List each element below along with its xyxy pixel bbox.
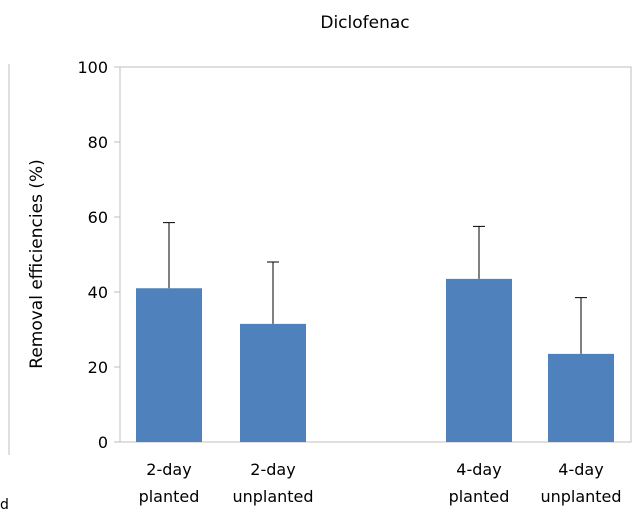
plot-area [119,66,632,443]
x-axis-labels: 2-day planted 2-day unplanted 4-day planted 4-… [139,460,622,506]
x-tick-label-line2: unplanted [540,487,621,506]
x-tick-label-line1: 2-day [146,460,191,479]
y-tick-label: 80 [88,133,108,152]
y-axis-label: Removal efficiencies (%) [27,159,47,368]
bar [240,323,306,442]
neighbor-panel-text: d [0,497,9,513]
bar [136,288,202,442]
y-axis: 0 20 40 60 80 100 [77,58,120,452]
bar [548,353,614,442]
bars [136,278,614,442]
error-bars [163,222,587,354]
chart-title: Diclofenac [320,13,409,33]
y-tick-label: 0 [98,433,108,452]
y-tick-label: 100 [77,58,108,77]
y-tick-label: 20 [88,358,108,377]
y-tick-label: 60 [88,208,108,227]
y-tick-label: 40 [88,283,108,302]
x-tick-label-line2: unplanted [232,487,313,506]
x-tick-label-line2: planted [139,487,200,506]
x-tick-label-line1: 2-day [250,460,295,479]
bar [446,278,512,442]
x-tick-label-line1: 4-day [558,460,603,479]
x-tick-label-line2: planted [449,487,510,506]
x-tick-label-line1: 4-day [456,460,501,479]
